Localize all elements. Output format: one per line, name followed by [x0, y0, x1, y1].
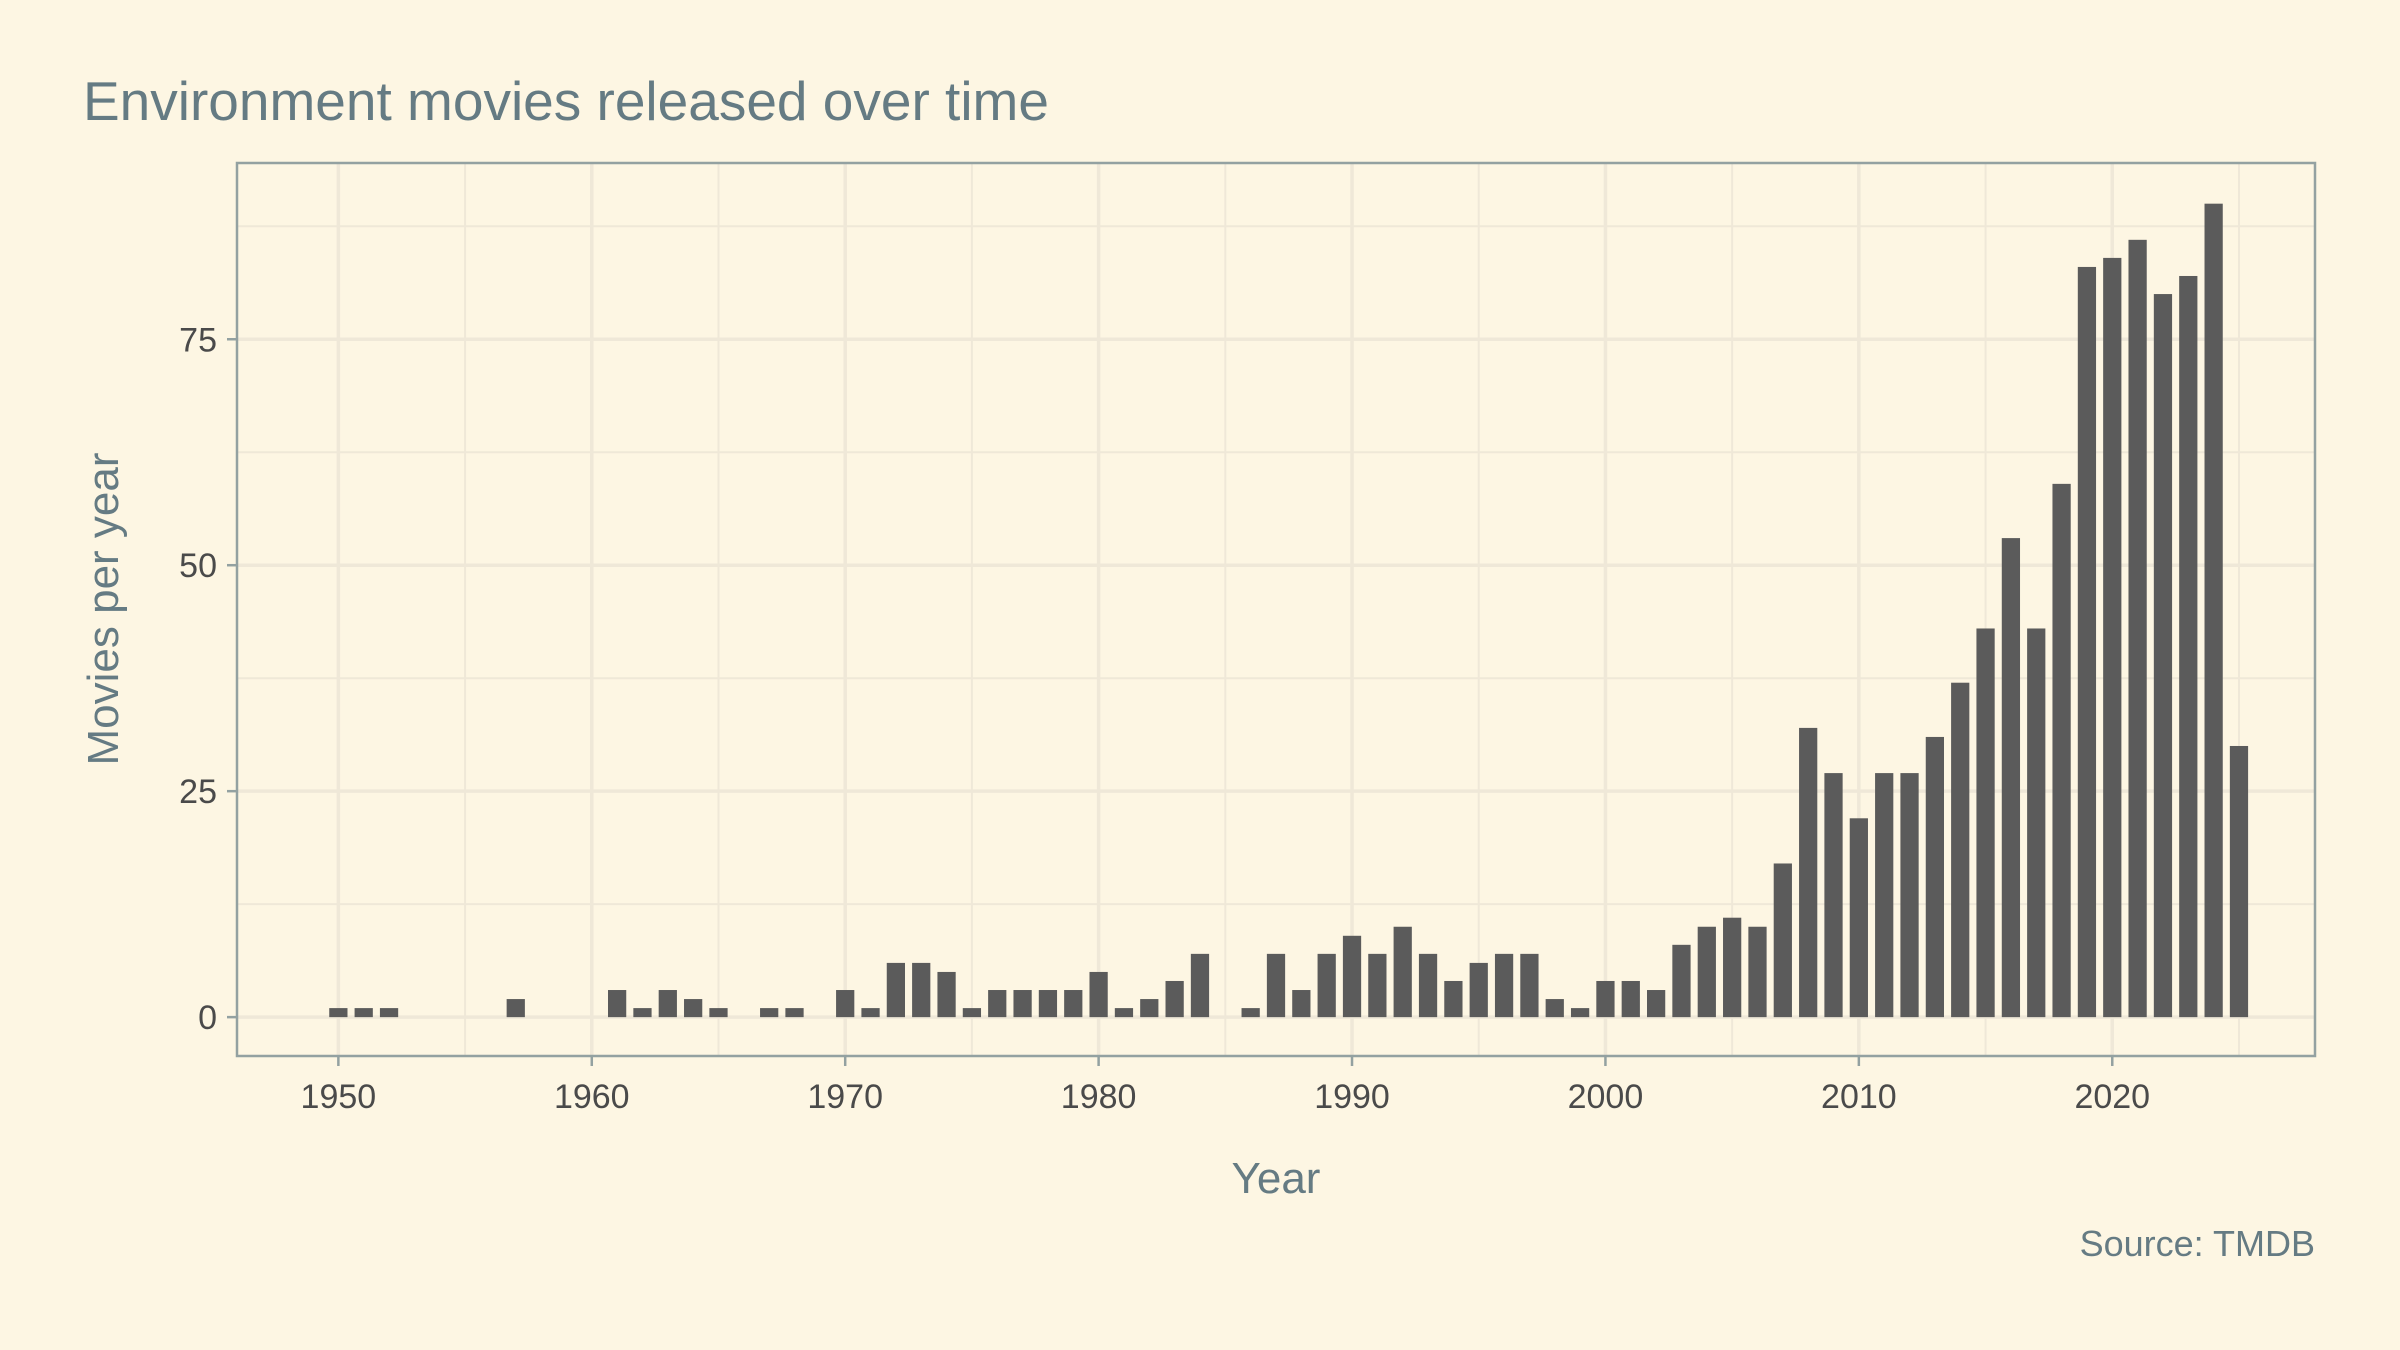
bar-1963 [658, 990, 677, 1018]
bar-1996 [1494, 953, 1514, 1018]
bar-1995 [1469, 962, 1488, 1018]
y-tick-label: 25 [179, 773, 217, 811]
bar-2015 [1976, 628, 1995, 1018]
x-tick-label: 1950 [301, 1078, 377, 1116]
bar-2021 [2128, 239, 2147, 1018]
bar-2008 [1799, 727, 1818, 1018]
bar-2013 [1925, 736, 1945, 1018]
chart-title: Environment movies released over time [83, 70, 1049, 132]
bar-2017 [2027, 628, 2046, 1018]
bar-2002 [1646, 990, 1666, 1018]
bar-1951 [354, 1008, 373, 1018]
bar-1973 [912, 962, 931, 1018]
bar-1992 [1393, 926, 1412, 1018]
bar-2016 [2001, 538, 2021, 1018]
bar-1986 [1241, 1008, 1260, 1018]
bar-1970 [836, 990, 855, 1018]
bar-2007 [1773, 863, 1792, 1018]
x-axis-label: Year [1232, 1154, 1321, 1203]
x-tick-label: 1990 [1314, 1078, 1390, 1116]
source-caption: Source: TMDB [2080, 1223, 2315, 1264]
bar-1965 [709, 1008, 728, 1018]
x-tick-label: 2000 [1568, 1078, 1644, 1116]
bar-1979 [1064, 990, 1083, 1018]
bar-2012 [1900, 773, 1919, 1018]
bar-1961 [607, 990, 627, 1018]
bar-1991 [1368, 953, 1387, 1018]
bar-1994 [1444, 980, 1463, 1018]
bar-1952 [379, 1008, 399, 1018]
x-tick-label: 1980 [1061, 1078, 1137, 1116]
y-axis-ticks: 0 25 50 75 [179, 321, 237, 1037]
bar-2004 [1697, 926, 1716, 1018]
bar-1984 [1190, 953, 1210, 1018]
bar-1988 [1292, 990, 1311, 1018]
bar-2011 [1875, 773, 1894, 1018]
bar-2010 [1849, 818, 1868, 1018]
bar-1998 [1545, 999, 1564, 1018]
x-tick-label: 2010 [1821, 1078, 1897, 1116]
bar-1964 [684, 999, 703, 1018]
y-tick-label: 50 [179, 547, 217, 585]
bar-2018 [2052, 483, 2071, 1018]
bars [329, 203, 2249, 1018]
bar-1997 [1520, 953, 1539, 1018]
x-tick-label: 1960 [554, 1078, 630, 1116]
bar-1999 [1570, 1008, 1590, 1018]
x-tick-label: 2020 [2074, 1078, 2150, 1116]
bar-1950 [329, 1008, 348, 1018]
bar-2022 [2153, 294, 2173, 1018]
bar-2006 [1748, 926, 1767, 1018]
bar-1967 [760, 1008, 779, 1018]
bar-1978 [1038, 990, 1058, 1018]
bar-1990 [1342, 935, 1362, 1018]
bar-1977 [1013, 990, 1032, 1018]
bar-1976 [988, 990, 1007, 1018]
x-axis-ticks: 1950 1960 1970 1980 1990 2000 2010 2020 [301, 1056, 2150, 1116]
bar-2019 [2077, 266, 2097, 1018]
bar-1989 [1317, 953, 1336, 1018]
bar-2014 [1951, 682, 1970, 1018]
bar-2009 [1824, 773, 1843, 1018]
bar-2020 [2103, 257, 2122, 1018]
bar-2023 [2179, 275, 2198, 1018]
x-tick-label: 1970 [807, 1078, 883, 1116]
y-tick-label: 0 [198, 999, 217, 1037]
bar-1981 [1114, 1008, 1134, 1018]
bar-1968 [785, 1008, 804, 1018]
bar-2001 [1621, 980, 1640, 1018]
bar-2024 [2204, 203, 2223, 1018]
bar-1982 [1140, 999, 1159, 1018]
bar-1993 [1418, 953, 1438, 1018]
bar-2005 [1723, 917, 1742, 1018]
bar-1962 [633, 1008, 652, 1018]
plot-frame [235, 161, 2317, 1058]
y-tick-label: 75 [179, 321, 217, 359]
bar-1975 [962, 1008, 982, 1018]
bar-1980 [1089, 971, 1108, 1018]
bar-1974 [937, 971, 956, 1018]
bar-2025 [2229, 745, 2249, 1018]
bar-1972 [886, 962, 906, 1018]
bar-2003 [1672, 944, 1691, 1018]
bar-1957 [506, 999, 525, 1018]
bar-2000 [1596, 980, 1615, 1018]
bar-1987 [1266, 953, 1286, 1018]
y-axis-label: Movies per year [79, 452, 128, 765]
bar-1983 [1165, 980, 1184, 1018]
bar-1971 [861, 1008, 880, 1018]
